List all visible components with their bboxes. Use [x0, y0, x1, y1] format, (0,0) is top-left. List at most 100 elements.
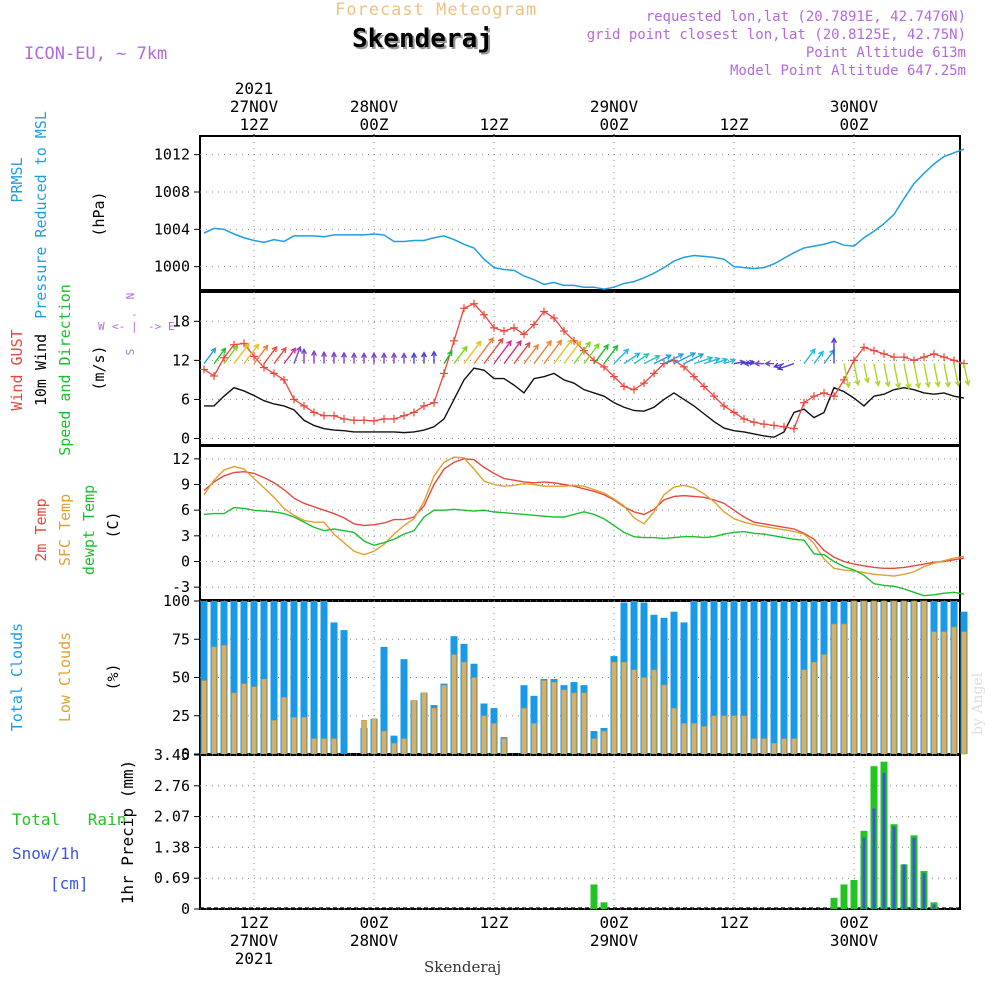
low-cloud-bar [271, 720, 277, 755]
gust-marker [270, 369, 278, 378]
pressure-ytick-label: 1012 [154, 146, 190, 164]
pressure-frame [199, 135, 961, 291]
temp-ytick-label: 12 [172, 450, 190, 468]
wind-arrow-head [915, 382, 921, 390]
wind-arrow-head [729, 358, 737, 365]
wind-direction-arrow [813, 350, 824, 365]
total-rain-label: Total Rain [12, 810, 126, 829]
total-cloud-bar [750, 601, 758, 754]
wind-direction-arrow [543, 339, 563, 365]
wind-arrow-shaft [503, 340, 522, 365]
snow-label: Snow/1h [12, 844, 79, 863]
gust-marker [390, 414, 398, 423]
gust-marker [800, 398, 808, 407]
wind-direction-arrow [390, 351, 398, 364]
low-cloud-bar [641, 677, 647, 755]
total-cloud-bar [400, 659, 408, 754]
wind-direction-arrow [533, 339, 552, 365]
low-cloud-bar [421, 692, 427, 755]
wind-direction-arrow [233, 342, 250, 365]
wind-arrow-head [934, 381, 941, 388]
wind-arrow-shaft [573, 341, 591, 365]
gust-marker [400, 411, 408, 420]
wind-arrow-head [461, 345, 468, 352]
pressure-panel: 1000 1004 1008 1012 [154, 135, 965, 291]
wind-arrow-head [380, 351, 388, 359]
clouds-ytick-label: 0 [181, 745, 190, 763]
bottom-time-label: 29NOV [590, 931, 639, 950]
gust-marker [210, 371, 218, 380]
footer-station: Skenderaj [424, 958, 502, 976]
low-cloud-bar [381, 730, 387, 755]
wind-arrow-shaft [893, 363, 900, 388]
low-cloud-bar [621, 661, 627, 755]
wind-direction-arrow [523, 343, 539, 365]
wind-arrow-head [884, 381, 891, 388]
low-cloud-bar [561, 689, 567, 755]
wind-arrow-shaft [823, 349, 835, 365]
wind-arrow-shaft [473, 337, 494, 365]
wind-arrow-head [244, 342, 250, 349]
wind-arrow-head [905, 383, 912, 390]
snow-bar [862, 837, 866, 909]
total-cloud-bar [710, 601, 718, 754]
bottom-time-label: 30NOV [830, 931, 879, 950]
wind-arrow-head [964, 379, 971, 387]
wind-direction-arrow [503, 339, 522, 365]
precip-panel: 0 0.69 1.38 2.07 2.76 3.45 [154, 746, 961, 918]
gust-marker [250, 352, 258, 361]
wind-direction-arrow [283, 347, 297, 365]
wind-arrow-head [280, 346, 287, 353]
wind-arrow-shaft [483, 338, 504, 365]
gust-marker [560, 327, 568, 336]
wind-direction-arrow [573, 341, 591, 365]
wind-arrow-head [360, 351, 368, 359]
clouds-ytick-label: 100 [163, 592, 190, 610]
total-cloud-bar [780, 601, 788, 754]
low-cloud-bar [801, 669, 807, 755]
snow-bar [882, 772, 886, 909]
wind-arrow-shaft [673, 352, 696, 365]
wind-direction-arrow [203, 347, 217, 365]
wind-arrow-shaft [903, 363, 910, 389]
wind-10m-label: 10m Wind [32, 334, 50, 406]
wind-direction-arrow [443, 349, 453, 364]
gust-marker [790, 424, 798, 433]
wind-arrow-shaft [693, 356, 713, 365]
wind-direction-arrow [380, 351, 388, 364]
precip-frame [199, 754, 961, 910]
wind-direction-arrow [673, 352, 697, 365]
wind-direction-arrow [764, 360, 774, 367]
wind-direction-arrow [753, 360, 764, 367]
wind-direction-arrow [603, 344, 619, 365]
low-cloud-bar [411, 700, 417, 755]
wind-direction-arrow [823, 349, 835, 365]
wind-direction-arrow [873, 363, 881, 387]
wind-arrow-head [524, 341, 531, 348]
gust-marker [330, 411, 338, 420]
wind-arrow-shaft [873, 363, 880, 386]
compass-south: S [124, 349, 137, 356]
wind-arrow-head [546, 339, 552, 347]
gust-marker [510, 323, 518, 332]
gust-marker [730, 408, 738, 417]
total-cloud-bar [670, 611, 678, 754]
requested-lonlat: requested lon,lat (20.7891E, 42.7476N) [645, 9, 966, 25]
wind-arrow-shaft [513, 342, 531, 365]
top-time-label: 27NOV [230, 97, 279, 116]
compass-arrow-bar: - [131, 308, 138, 321]
wind-direction-arrow [563, 340, 582, 365]
wind-direction-arrow [513, 341, 531, 365]
pressure-ytick-label: 1000 [154, 258, 190, 276]
wind-direction-arrow [853, 363, 861, 387]
low-cloud-bar [671, 707, 677, 755]
wind-direction-arrow [643, 355, 661, 365]
gust-marker [750, 418, 758, 427]
gust-marker [450, 336, 458, 345]
wind-gust-label: Wind GUST [8, 329, 26, 410]
low-cloud-bar [941, 631, 947, 755]
gust-marker [920, 353, 928, 362]
pressure-unit-label: (hPa) [90, 191, 108, 236]
temp-frame [199, 445, 961, 601]
wind-direction-arrow [463, 340, 482, 365]
